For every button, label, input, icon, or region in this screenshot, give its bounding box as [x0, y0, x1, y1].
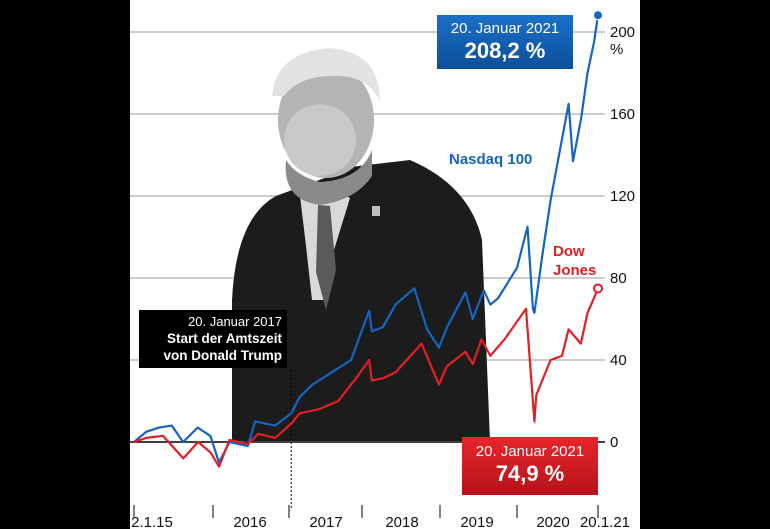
y-tick-label: 160 [610, 106, 635, 123]
series-lines [133, 10, 603, 468]
x-tick-label: 2020 [536, 514, 569, 529]
donald-trump-photo [232, 48, 490, 441]
series-endpoint-dow-jones [593, 283, 603, 294]
x-axis: 2.1.15 2016 2017 2018 2019 2020 20.1.21 [131, 505, 630, 529]
x-tick-label: 2017 [309, 514, 342, 529]
series-line-dow-jones [133, 288, 600, 468]
nasdaq-callout-value: 208,2 % [464, 38, 546, 63]
x-tick-label: 2.1.15 [131, 514, 173, 529]
y-tick-label: 0 [610, 434, 618, 451]
series-label-dow-line1: Dow [553, 243, 585, 260]
dow-callout-value: 74,9 % [495, 461, 565, 486]
dow-callout-date: 20. Januar 2021 [475, 443, 585, 460]
x-tick-label: 2018 [385, 514, 418, 529]
annotation-line2: von Donald Trump [163, 348, 282, 363]
annotation-line1: Start der Amtszeit [166, 331, 282, 346]
x-tick-label: 20.1.21 [580, 514, 630, 529]
series-label-dow: Dow Jones [553, 243, 596, 279]
y-tick-label: 80 [610, 270, 627, 287]
y-tick-label: 40 [610, 352, 627, 369]
y-tick-label: 120 [610, 188, 635, 205]
nasdaq-end-callout: 20. Januar 2021 208,2 % [437, 15, 573, 69]
dow-end-callout: 20. Januar 2021 74,9 % [462, 437, 598, 495]
nasdaq-callout-date: 20. Januar 2021 [450, 20, 560, 37]
series-label-dow-line2: Jones [553, 262, 596, 279]
inauguration-annotation: 20. Januar 2017 Start der Amtszeit von D… [139, 310, 287, 368]
series-line-nasdaq-100 [133, 15, 600, 464]
annotation-date: 20. Januar 2017 [188, 314, 282, 329]
x-tick-label: 2016 [233, 514, 266, 529]
y-axis: 0 40 80 120 160 200 [610, 24, 635, 451]
series-endpoint-nasdaq-100 [593, 10, 603, 21]
series-label-nasdaq: Nasdaq 100 [449, 151, 532, 168]
y-tick-label: 200 [610, 24, 635, 41]
y-unit-label: % [610, 41, 623, 58]
x-tick-label: 2019 [460, 514, 493, 529]
